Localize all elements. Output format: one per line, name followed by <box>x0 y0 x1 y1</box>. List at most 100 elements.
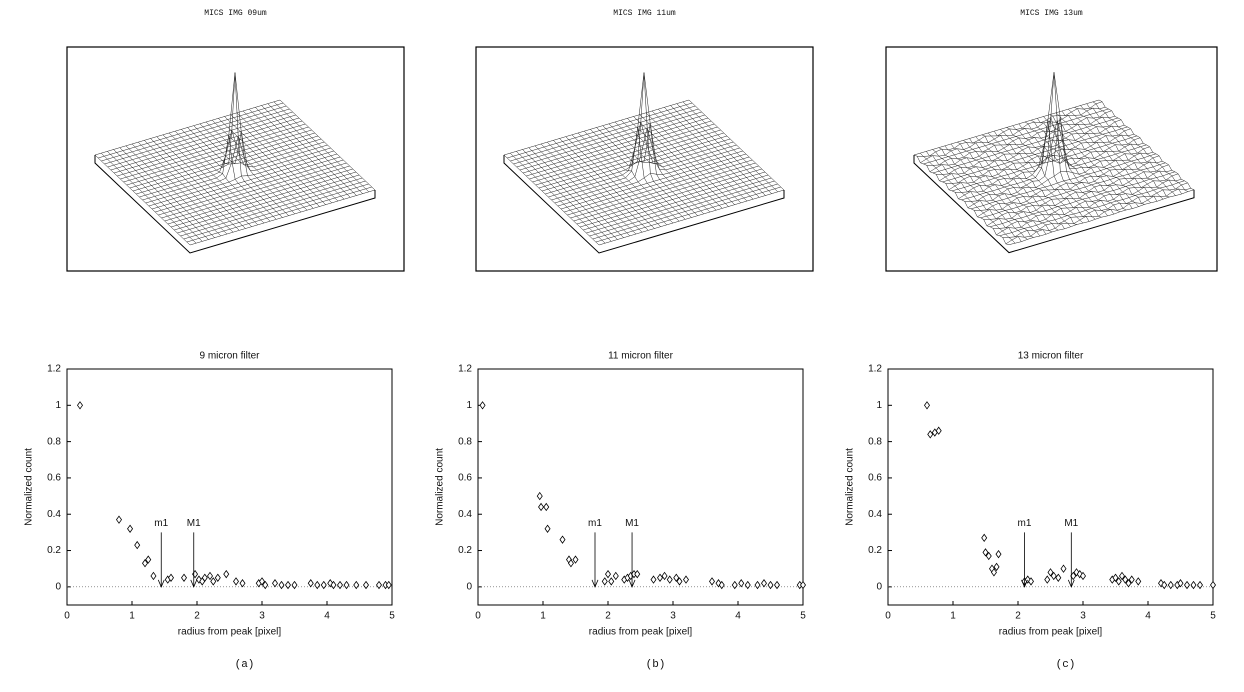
surface-title: MICS IMG 13um <box>1020 9 1083 18</box>
data-point <box>767 580 774 590</box>
data-point <box>77 401 83 410</box>
y-tick-label: 0.2 <box>47 545 61 556</box>
y-tick-label: 1.2 <box>458 364 472 375</box>
x-tick-label: 2 <box>194 611 200 622</box>
mesh-line <box>177 177 363 234</box>
panel-label: (b) <box>646 659 666 671</box>
data-point <box>192 569 199 579</box>
data-point <box>935 426 942 435</box>
y-tick-label: 0.4 <box>458 509 472 520</box>
data-point <box>1047 568 1054 577</box>
mesh-line <box>1002 182 1188 238</box>
y-tick-label: 1.2 <box>868 364 882 375</box>
data-point <box>1167 580 1174 590</box>
data-point <box>744 580 751 590</box>
data-point <box>608 577 615 586</box>
data-point <box>754 580 761 590</box>
x-tick-label: 0 <box>64 611 70 622</box>
data-point <box>538 502 545 512</box>
data-point <box>363 580 369 590</box>
x-tick-label: 3 <box>1080 611 1086 622</box>
mesh-line <box>688 99 785 191</box>
data-point <box>1128 575 1135 584</box>
mesh-line <box>1080 105 1176 196</box>
data-point <box>661 571 668 581</box>
mesh-line <box>670 105 766 196</box>
data-point <box>709 577 715 586</box>
data-point <box>116 515 122 524</box>
mesh-line <box>255 107 351 198</box>
mesh-line <box>1067 108 1164 200</box>
data-point <box>1184 580 1190 590</box>
data-point <box>1115 577 1122 586</box>
chart-title: 11 micron filter <box>608 351 674 362</box>
surface-skirt <box>94 155 376 254</box>
data-point <box>774 580 780 590</box>
data-point <box>376 580 382 590</box>
data-point <box>272 579 278 588</box>
annotation-label: m1 <box>1018 518 1032 529</box>
arrow-head <box>591 579 599 588</box>
data-point <box>927 430 934 439</box>
data-point <box>1210 580 1216 590</box>
x-axis-label: radius from peak [pixel] <box>589 627 693 638</box>
data-point <box>337 580 343 590</box>
data-point <box>601 577 608 586</box>
y-tick-label: 0 <box>466 581 472 592</box>
data-point <box>314 580 321 590</box>
mesh-line <box>189 189 376 246</box>
x-tick-label: 5 <box>800 611 806 622</box>
data-point <box>800 580 806 590</box>
mesh-line <box>996 179 1182 236</box>
data-point <box>262 580 269 590</box>
data-point <box>657 573 663 582</box>
arrow-head <box>1021 579 1028 588</box>
surface-mesh <box>503 72 785 246</box>
y-tick-label: 0.4 <box>868 509 882 520</box>
annotation-label: M1 <box>187 518 201 529</box>
surface-mesh <box>94 72 376 246</box>
data-point <box>134 540 141 550</box>
mesh-line <box>183 183 369 240</box>
data-point <box>673 573 680 582</box>
x-tick-label: 4 <box>324 611 330 622</box>
mesh-line <box>586 177 772 234</box>
mesh-line <box>1074 107 1170 198</box>
x-tick-label: 4 <box>1145 611 1151 622</box>
mesh-line <box>676 103 772 194</box>
data-point <box>1190 580 1197 590</box>
mesh-line <box>1005 188 1191 245</box>
x-tick-label: 3 <box>670 611 676 622</box>
data-point <box>1060 564 1067 573</box>
plot-frame <box>477 368 804 606</box>
mesh-line <box>1086 103 1182 195</box>
x-tick-label: 5 <box>389 611 395 622</box>
surface-skirt <box>913 155 1195 254</box>
mesh-line <box>595 186 781 243</box>
data-point <box>650 575 657 584</box>
data-point <box>676 577 683 586</box>
y-axis-label: Normalized count <box>24 448 35 526</box>
mesh-line <box>273 101 370 193</box>
y-tick-label: 1 <box>55 400 61 411</box>
data-point <box>385 580 392 590</box>
x-tick-label: 2 <box>1015 611 1021 622</box>
data-point <box>731 580 738 590</box>
mesh-line <box>598 189 785 246</box>
y-tick-label: 1 <box>466 400 472 411</box>
mesh-line <box>279 99 376 191</box>
y-tick-label: 0.6 <box>47 473 61 484</box>
surface-skirt <box>503 155 785 254</box>
data-point <box>1122 575 1129 584</box>
y-axis-label: Normalized count <box>435 448 446 526</box>
mesh-line <box>267 103 363 194</box>
data-point <box>572 555 579 564</box>
x-tick-label: 0 <box>475 611 481 622</box>
y-tick-label: 0 <box>876 581 882 592</box>
x-axis-label: radius from peak [pixel] <box>178 627 282 638</box>
y-tick-label: 0.8 <box>47 436 61 447</box>
data-point <box>201 573 208 582</box>
data-point <box>145 555 152 564</box>
y-tick-label: 0.2 <box>458 545 472 556</box>
data-point <box>307 579 314 588</box>
